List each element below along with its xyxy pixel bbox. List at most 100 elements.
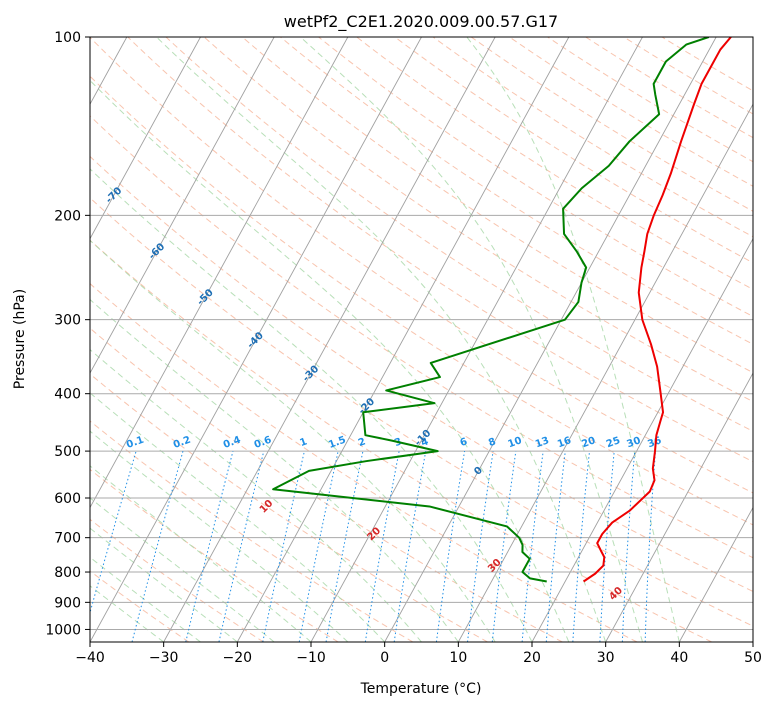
y-tick-label: 400 (54, 387, 81, 403)
mixing-ratio-line (298, 450, 339, 642)
dry-adiabat-line (394, 37, 753, 264)
dry-adiabat-line (90, 197, 753, 627)
mixing-ratio-label: 13 (534, 435, 551, 450)
dry-adiabat-line (90, 420, 414, 642)
x-tick-label: −40 (75, 650, 105, 666)
y-tick-label: 900 (54, 595, 81, 611)
isotherm-line (457, 103, 753, 642)
isotherm-label: -20 (357, 396, 378, 417)
moist-adiabat-line (90, 556, 201, 642)
plot-frame (89, 36, 754, 643)
mixing-ratio-label: 4 (420, 436, 430, 449)
isobars (90, 37, 753, 630)
dry-adiabat-line (90, 373, 488, 642)
isotherm-line (384, 37, 717, 642)
isotherm-line (90, 37, 422, 642)
y-tick-label: 800 (54, 565, 81, 581)
mixing-ratio-label: 0.4 (222, 435, 242, 451)
dry-adiabat-label: 10 (258, 498, 276, 516)
dry-adiabat-line (432, 37, 753, 238)
moist-adiabat-line (90, 239, 496, 642)
mixing-ratio-line (262, 450, 305, 642)
mixing-ratio-label: 6 (459, 436, 469, 449)
mixing-ratio-line (131, 450, 184, 642)
plot-area: 0.10.20.40.611.52346810131620253036-100-… (6, 37, 753, 642)
y-tick-label: 200 (54, 208, 81, 224)
isotherm-label: -50 (195, 287, 216, 308)
mixing-ratio-label: 20 (580, 435, 597, 450)
mixing-ratio-line (435, 451, 466, 642)
mixing-ratio-lines: 0.1 0.2 0.4 0.6 1 1.5 2 3 4 6 8 10 13 16 20 25 30 36 (90, 435, 663, 642)
y-tick-label: 1000 (45, 622, 81, 638)
mixing-ratio-label: 1.5 (327, 435, 347, 451)
y-axis: 100 200 300 400 500 600 700 800 900 1000 (45, 30, 90, 638)
y-axis-label: Pressure (hPa) (12, 289, 28, 389)
dry-adiabat-line (127, 37, 753, 463)
dry-adiabat-line (90, 155, 753, 593)
dry-adiabat-label: 20 (366, 525, 384, 543)
x-tick-label: 20 (523, 650, 541, 666)
mixing-ratio-line (467, 451, 494, 642)
moist-adiabat-line (90, 392, 386, 642)
mixing-ratio-line (185, 450, 234, 642)
moist-adiabat-line (466, 37, 680, 642)
dry-adiabat-label: 40 (607, 585, 625, 603)
y-tick-label: 300 (54, 313, 81, 329)
moist-adiabat-line (90, 79, 570, 642)
moist-adiabat-line (90, 298, 459, 642)
isotherm-line (678, 506, 753, 642)
isotherm-line (163, 37, 496, 642)
mixing-ratio-line (90, 450, 137, 615)
isotherm-line (310, 37, 643, 642)
dry-adiabat-line (165, 37, 753, 432)
isotherm-label: -60 (147, 241, 168, 262)
mixing-ratio-line (364, 451, 400, 642)
x-axis-label: Temperature (°C) (360, 681, 482, 697)
y-tick-label: 100 (54, 30, 81, 46)
dry-adiabat-line (90, 327, 563, 642)
dry-adiabat-line (547, 37, 753, 163)
dry-adiabats (90, 37, 753, 642)
chart-title: wetPf2_C2E1.2020.009.00.57.G17 (284, 12, 558, 32)
x-axis: −40 −30 −20 −10 0 10 20 30 40 50 (75, 642, 762, 666)
dewpoint-profile-line (272, 37, 710, 583)
x-tick-label: −30 (149, 650, 179, 666)
isotherms (90, 37, 753, 642)
dry-adiabat-line (280, 37, 753, 345)
isotherm-label: -40 (245, 330, 266, 351)
x-tick-label: 40 (670, 650, 688, 666)
moist-adiabat-line (90, 168, 533, 642)
dry-adiabat-line (203, 37, 753, 403)
mixing-ratio-label: 30 (625, 435, 642, 450)
x-tick-label: −10 (296, 650, 326, 666)
mixing-ratio-label: 0.2 (172, 435, 192, 451)
mixing-ratio-label: 8 (487, 436, 497, 449)
dry-adiabat-line (509, 37, 753, 187)
mixing-ratio-line (325, 450, 364, 642)
isotherm-label: -80 (52, 145, 73, 166)
isotherm-line (90, 37, 349, 509)
x-tick-label: 0 (380, 650, 389, 666)
mixing-ratio-line (545, 451, 566, 642)
isotherm-label: 0 (472, 465, 485, 478)
isotherm-label: -70 (104, 185, 125, 206)
dry-adiabat-line (241, 37, 753, 374)
isotherm-line (605, 372, 753, 642)
x-tick-label: 50 (744, 650, 762, 666)
moist-adiabat-line (90, 527, 238, 642)
dry-adiabat-line (470, 37, 753, 212)
mixing-ratio-label: 10 (507, 435, 524, 450)
mixing-ratio-label: 2 (357, 436, 367, 449)
mixing-ratio-label: 25 (605, 435, 622, 450)
mixing-ratio-label: 0.1 (125, 435, 145, 451)
dry-adiabat-line (90, 115, 753, 559)
mixing-ratio-label: 36 (646, 435, 663, 450)
isotherm-label: -90 (6, 95, 27, 116)
mixing-ratio-line (218, 450, 265, 642)
dry-adiabat-line (585, 37, 753, 139)
mixing-ratio-line (393, 451, 427, 642)
isotherm-line (90, 37, 201, 240)
dry-adiabat-line (90, 283, 638, 642)
